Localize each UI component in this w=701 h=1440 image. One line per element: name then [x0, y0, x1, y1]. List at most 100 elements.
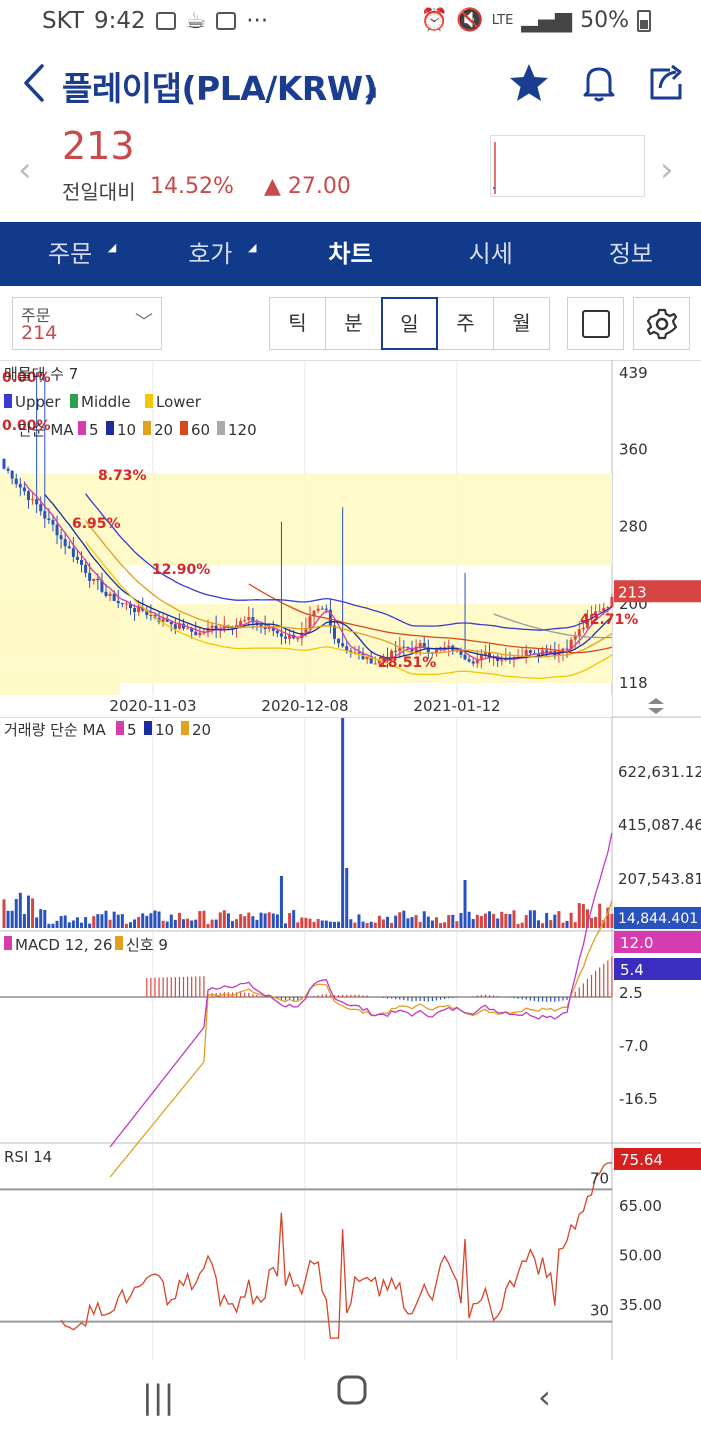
volume-bar — [418, 921, 422, 928]
ma60-line — [248, 583, 613, 654]
candle-body — [259, 625, 263, 627]
page-title[interactable]: 플레이댑(PLA/KRW) — [62, 69, 378, 108]
chart-settings-button[interactable] — [633, 297, 690, 350]
period-month[interactable]: 월 — [493, 297, 550, 350]
volume-bar — [145, 915, 149, 928]
candle-body — [161, 618, 165, 622]
volume-axis-tick: 207,543.811 — [618, 870, 701, 888]
volume-bar — [475, 914, 479, 928]
volume-bar — [324, 920, 328, 928]
clock: 9:42 — [93, 8, 146, 34]
chart-area[interactable]: 0.00% 0.00% 8.73% 6.95% 12.90% 28.51% 42.71% 매물… — [0, 360, 701, 1360]
volume-bar — [88, 923, 92, 928]
candle-body — [243, 619, 247, 622]
tab-chart[interactable]: 차트 — [328, 240, 373, 268]
volume-bar — [394, 915, 398, 928]
battery-icon — [637, 9, 651, 32]
candle-body — [251, 617, 255, 623]
volume-bar — [610, 913, 614, 928]
date-axis-tick: 2021-01-12 — [413, 697, 500, 715]
volume-bar — [332, 921, 336, 928]
candle-body — [51, 520, 55, 525]
share-button[interactable] — [644, 60, 690, 106]
period-week[interactable]: 주 — [437, 297, 494, 350]
volume-bar — [573, 922, 577, 928]
candle-body — [71, 548, 75, 557]
candle-body — [18, 484, 22, 488]
rsi-axis-tick: 50.00 — [619, 1247, 662, 1265]
volume-bar — [447, 915, 451, 928]
candle-body — [55, 524, 59, 536]
app-header: 플레이댑(PLA/KRW) ◢ — [0, 50, 701, 120]
tab-info[interactable]: 정보 — [608, 240, 653, 268]
candle-body — [524, 650, 528, 657]
go-icon — [216, 12, 237, 30]
fullscreen-button[interactable] — [567, 297, 624, 350]
period-day[interactable]: 일 — [381, 297, 438, 350]
legend-swatch — [116, 721, 124, 735]
macd-axis-tick: -7.0 — [619, 1037, 648, 1055]
order-price-select[interactable]: 주문 214 ﹀ — [12, 297, 162, 350]
candle-body — [545, 650, 549, 653]
more-notifications-icon: ··· — [246, 8, 269, 34]
candle-body — [381, 658, 385, 661]
volume-bar — [141, 913, 145, 928]
gallery-icon — [155, 12, 176, 30]
volume-bar — [112, 911, 116, 928]
back-button[interactable] — [16, 58, 52, 108]
favorite-star-button[interactable] — [506, 60, 552, 106]
volume-bar — [218, 912, 222, 928]
price-axis-tick: 280 — [619, 518, 648, 536]
candle-body — [26, 491, 30, 500]
candle-body — [585, 619, 589, 628]
back-nav-button[interactable]: ‹ — [538, 1378, 551, 1416]
price-axis-tick: 118 — [619, 674, 648, 692]
candle-body — [316, 608, 320, 611]
tab-orderbook[interactable]: 호가 ◢ — [140, 222, 280, 286]
legend-volume-title: 거래량 단순 MA — [4, 721, 106, 739]
recent-apps-button[interactable]: ||| — [142, 1378, 175, 1416]
period-tick[interactable]: 틱 — [269, 297, 326, 350]
candle-body — [271, 627, 275, 631]
tab-order[interactable]: 주문 ◢ — [0, 222, 140, 286]
legend-swatch — [106, 421, 114, 435]
volume-bar — [190, 920, 194, 928]
title-dropdown-icon[interactable]: ◢ — [365, 84, 376, 100]
system-nav-bar: ||| ‹ — [0, 1364, 701, 1440]
volume-bar — [296, 922, 300, 928]
candle-body — [31, 499, 35, 501]
legend-volume-ma-label: 20 — [192, 721, 211, 739]
volume-bar — [345, 868, 349, 928]
candle-body — [606, 607, 610, 609]
volume-profile-band — [0, 473, 612, 566]
volume-bar — [541, 923, 545, 928]
volume-bar — [173, 919, 177, 928]
tab-market[interactable]: 시세 — [468, 240, 513, 268]
volume-bar — [275, 914, 279, 928]
candle-body — [35, 499, 39, 505]
signal-value-tag — [614, 958, 701, 980]
volume-bar — [247, 912, 251, 928]
volume-bar — [373, 922, 377, 928]
volume-bar — [398, 912, 402, 928]
volume-bar — [255, 919, 259, 928]
chevron-down-icon: ﹀ — [135, 312, 153, 333]
alarm-button[interactable] — [576, 60, 622, 106]
volume-bar — [577, 903, 581, 928]
candle-body — [479, 655, 483, 660]
prev-coin-button[interactable]: ‹ — [18, 150, 32, 190]
candle-body — [279, 633, 283, 637]
candle-body — [124, 603, 128, 605]
home-button[interactable] — [336, 1374, 368, 1414]
next-coin-button[interactable]: › — [660, 150, 674, 190]
volume-bar — [182, 919, 186, 928]
volume-bar — [337, 921, 341, 928]
candle-body — [84, 564, 88, 573]
candle-body — [390, 650, 394, 660]
candle-body — [422, 643, 426, 648]
period-minute[interactable]: 분 — [325, 297, 382, 350]
candle-body — [275, 630, 279, 634]
legend-macd: MACD 12, 26 — [15, 936, 112, 954]
volume-bar — [75, 917, 79, 928]
legend-macd-signal: 신호 9 — [126, 936, 168, 954]
